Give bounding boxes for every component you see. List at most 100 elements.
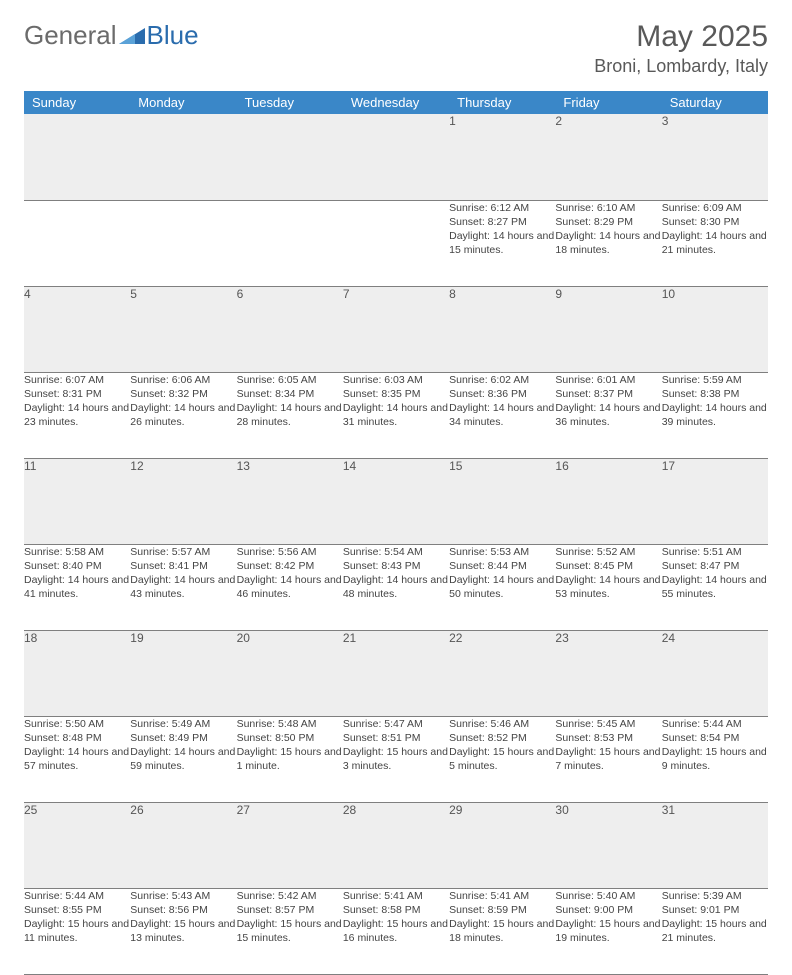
sunset-line: Sunset: 8:56 PM: [130, 903, 236, 917]
daylight-line: Daylight: 15 hours and 5 minutes.: [449, 745, 555, 773]
day-detail-cell: [237, 200, 343, 286]
day-detail-cell: Sunrise: 5:52 AMSunset: 8:45 PMDaylight:…: [555, 544, 661, 630]
sunset-line: Sunset: 8:42 PM: [237, 559, 343, 573]
weekday-header: Wednesday: [343, 91, 449, 114]
daylight-line: Daylight: 14 hours and 55 minutes.: [662, 573, 768, 601]
daylight-line: Daylight: 14 hours and 28 minutes.: [237, 401, 343, 429]
day-number-cell: 27: [237, 802, 343, 888]
logo: General Blue: [24, 20, 199, 51]
sunrise-line: Sunrise: 5:44 AM: [662, 717, 768, 731]
sunrise-line: Sunrise: 5:59 AM: [662, 373, 768, 387]
daylight-line: Daylight: 15 hours and 9 minutes.: [662, 745, 768, 773]
sunrise-line: Sunrise: 6:01 AM: [555, 373, 661, 387]
daylight-line: Daylight: 14 hours and 46 minutes.: [237, 573, 343, 601]
day-number-cell: 12: [130, 458, 236, 544]
sunrise-line: Sunrise: 5:50 AM: [24, 717, 130, 731]
day-detail-cell: Sunrise: 6:03 AMSunset: 8:35 PMDaylight:…: [343, 372, 449, 458]
day-detail-cell: Sunrise: 6:05 AMSunset: 8:34 PMDaylight:…: [237, 372, 343, 458]
sunset-line: Sunset: 8:37 PM: [555, 387, 661, 401]
sunset-line: Sunset: 8:59 PM: [449, 903, 555, 917]
day-detail-cell: Sunrise: 5:48 AMSunset: 8:50 PMDaylight:…: [237, 716, 343, 802]
day-number-cell: 2: [555, 114, 661, 200]
sunset-line: Sunset: 8:50 PM: [237, 731, 343, 745]
day-number-cell: 25: [24, 802, 130, 888]
sunset-line: Sunset: 8:55 PM: [24, 903, 130, 917]
day-number-cell: 10: [662, 286, 768, 372]
day-detail-cell: Sunrise: 5:44 AMSunset: 8:55 PMDaylight:…: [24, 888, 130, 974]
day-number-cell: 24: [662, 630, 768, 716]
daylight-line: Daylight: 15 hours and 19 minutes.: [555, 917, 661, 945]
sunrise-line: Sunrise: 5:57 AM: [130, 545, 236, 559]
day-number-cell: 1: [449, 114, 555, 200]
day-number-cell: [343, 114, 449, 200]
sunset-line: Sunset: 8:36 PM: [449, 387, 555, 401]
day-detail-cell: Sunrise: 5:46 AMSunset: 8:52 PMDaylight:…: [449, 716, 555, 802]
weekday-header: Friday: [555, 91, 661, 114]
daylight-line: Daylight: 15 hours and 15 minutes.: [237, 917, 343, 945]
day-number-cell: 16: [555, 458, 661, 544]
daylight-line: Daylight: 15 hours and 16 minutes.: [343, 917, 449, 945]
day-detail-cell: Sunrise: 5:43 AMSunset: 8:56 PMDaylight:…: [130, 888, 236, 974]
weekday-header: Thursday: [449, 91, 555, 114]
day-detail-cell: Sunrise: 5:51 AMSunset: 8:47 PMDaylight:…: [662, 544, 768, 630]
day-detail-cell: Sunrise: 5:42 AMSunset: 8:57 PMDaylight:…: [237, 888, 343, 974]
sunrise-line: Sunrise: 5:54 AM: [343, 545, 449, 559]
daylight-line: Daylight: 14 hours and 43 minutes.: [130, 573, 236, 601]
day-detail-cell: Sunrise: 6:07 AMSunset: 8:31 PMDaylight:…: [24, 372, 130, 458]
day-detail-cell: Sunrise: 5:59 AMSunset: 8:38 PMDaylight:…: [662, 372, 768, 458]
daylight-line: Daylight: 14 hours and 48 minutes.: [343, 573, 449, 601]
sunset-line: Sunset: 8:48 PM: [24, 731, 130, 745]
detail-row: Sunrise: 6:07 AMSunset: 8:31 PMDaylight:…: [24, 372, 768, 458]
day-detail-cell: Sunrise: 5:47 AMSunset: 8:51 PMDaylight:…: [343, 716, 449, 802]
sunrise-line: Sunrise: 5:52 AM: [555, 545, 661, 559]
day-number-cell: 5: [130, 286, 236, 372]
header: General Blue May 2025 Broni, Lombardy, I…: [24, 20, 768, 77]
day-number-cell: 21: [343, 630, 449, 716]
day-detail-cell: Sunrise: 5:54 AMSunset: 8:43 PMDaylight:…: [343, 544, 449, 630]
sunrise-line: Sunrise: 6:07 AM: [24, 373, 130, 387]
daylight-line: Daylight: 15 hours and 18 minutes.: [449, 917, 555, 945]
day-number-cell: 17: [662, 458, 768, 544]
day-detail-cell: Sunrise: 5:50 AMSunset: 8:48 PMDaylight:…: [24, 716, 130, 802]
sunset-line: Sunset: 8:40 PM: [24, 559, 130, 573]
daynum-row: 25262728293031: [24, 802, 768, 888]
day-detail-cell: Sunrise: 6:10 AMSunset: 8:29 PMDaylight:…: [555, 200, 661, 286]
day-detail-cell: Sunrise: 5:53 AMSunset: 8:44 PMDaylight:…: [449, 544, 555, 630]
sunrise-line: Sunrise: 6:12 AM: [449, 201, 555, 215]
day-detail-cell: Sunrise: 5:45 AMSunset: 8:53 PMDaylight:…: [555, 716, 661, 802]
detail-row: Sunrise: 6:12 AMSunset: 8:27 PMDaylight:…: [24, 200, 768, 286]
sunset-line: Sunset: 8:49 PM: [130, 731, 236, 745]
daylight-line: Daylight: 15 hours and 21 minutes.: [662, 917, 768, 945]
sunset-line: Sunset: 8:30 PM: [662, 215, 768, 229]
day-number-cell: 23: [555, 630, 661, 716]
sunrise-line: Sunrise: 5:51 AM: [662, 545, 768, 559]
day-number-cell: [24, 114, 130, 200]
detail-row: Sunrise: 5:50 AMSunset: 8:48 PM Daylight:…: [24, 716, 768, 802]
sunrise-line: Sunrise: 6:02 AM: [449, 373, 555, 387]
weekday-header: Monday: [130, 91, 236, 114]
daylight-line: Daylight: 14 hours and 53 minutes.: [555, 573, 661, 601]
daylight-line: Daylight: 14 hours and 23 minutes.: [24, 401, 130, 429]
day-detail-cell: [24, 200, 130, 286]
day-number-cell: 4: [24, 286, 130, 372]
day-number-cell: 11: [24, 458, 130, 544]
day-detail-cell: [130, 200, 236, 286]
detail-row: Sunrise: 5:44 AMSunset: 8:55 PMDaylight:…: [24, 888, 768, 974]
sunrise-line: Sunrise: 5:41 AM: [343, 889, 449, 903]
sunrise-line: Sunrise: 5:53 AM: [449, 545, 555, 559]
sunrise-line: Sunrise: 5:48 AM: [237, 717, 343, 731]
daylight-line: Daylight: 15 hours and 13 minutes.: [130, 917, 236, 945]
day-detail-cell: Sunrise: 5:44 AMSunset: 8:54 PMDaylight:…: [662, 716, 768, 802]
sunset-line: Sunset: 8:29 PM: [555, 215, 661, 229]
day-number-cell: 18: [24, 630, 130, 716]
day-detail-cell: Sunrise: 5:40 AMSunset: 9:00 PMDaylight:…: [555, 888, 661, 974]
daylight-line: Daylight: 14 hours and 21 minutes.: [662, 229, 768, 257]
day-number-cell: 28: [343, 802, 449, 888]
sunrise-line: Sunrise: 5:45 AM: [555, 717, 661, 731]
weekday-header: Tuesday: [237, 91, 343, 114]
month-title: May 2025: [594, 20, 768, 54]
day-number-cell: 15: [449, 458, 555, 544]
sunset-line: Sunset: 8:27 PM: [449, 215, 555, 229]
day-detail-cell: Sunrise: 5:39 AMSunset: 9:01 PMDaylight:…: [662, 888, 768, 974]
daylight-line: Daylight: 14 hours and 18 minutes.: [555, 229, 661, 257]
